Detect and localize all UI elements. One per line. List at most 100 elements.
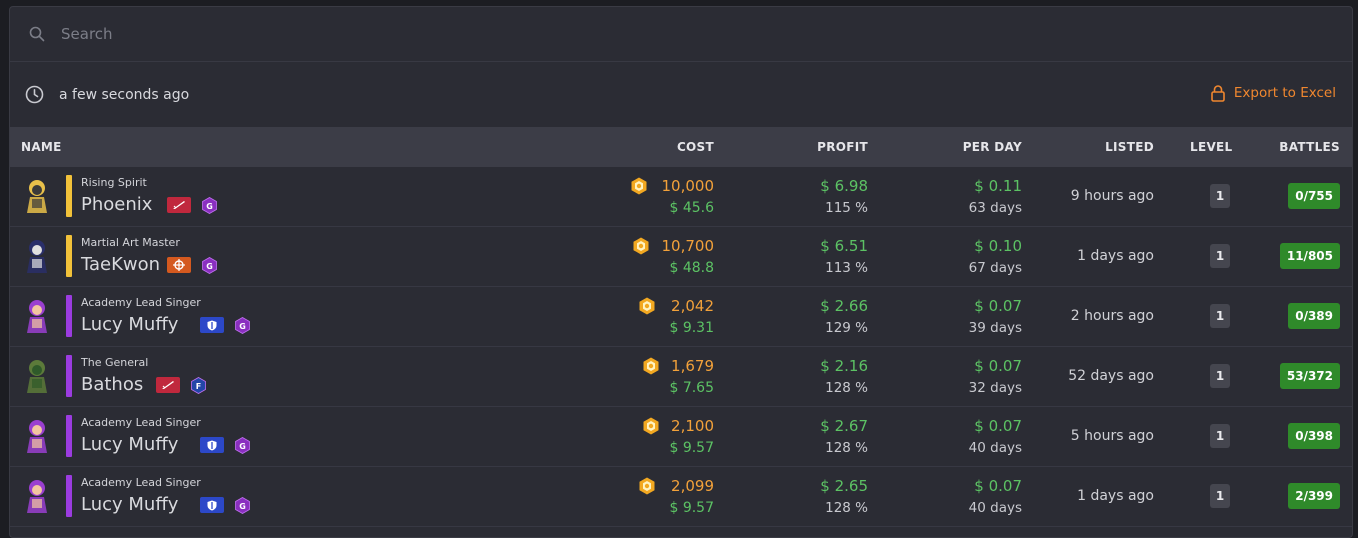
marketplace-panel: a few seconds ago Export to Excel NAME C… <box>9 6 1353 538</box>
search-input[interactable] <box>59 24 663 44</box>
profit-value: $ 2.65 <box>820 477 868 495</box>
tier-letter: G <box>207 202 214 211</box>
profit-value: $ 6.51 <box>820 237 868 255</box>
export-label: Export to Excel <box>1233 85 1336 101</box>
level-badge: 1 <box>1210 424 1230 448</box>
profit-percent: 129 % <box>825 320 868 336</box>
profit-value: $ 6.98 <box>820 177 868 195</box>
per-day-days: 67 days <box>968 260 1022 276</box>
clock-icon <box>25 85 44 104</box>
rarity-bar <box>66 175 72 217</box>
profit-percent: 113 % <box>825 260 868 276</box>
character-avatar <box>20 357 54 395</box>
level-badge: 1 <box>1210 484 1230 508</box>
per-day-value: $ 0.11 <box>974 177 1022 195</box>
cost-value: 10,000 <box>661 177 715 195</box>
character-name[interactable]: TaeKwon <box>81 254 161 275</box>
per-day-value: $ 0.10 <box>974 237 1022 255</box>
listed-time: 9 hours ago <box>1070 188 1154 204</box>
per-day-days: 63 days <box>968 200 1022 216</box>
attack-class-icon <box>167 197 192 213</box>
table-row[interactable]: Academy Lead Singer Lucy Muffy G 2,042 $… <box>10 287 1352 347</box>
listed-time: 2 hours ago <box>1070 308 1154 324</box>
level-badge: 1 <box>1210 304 1230 328</box>
cost-usd: $ 9.57 <box>669 500 714 516</box>
profit-value: $ 2.16 <box>820 357 868 375</box>
character-name[interactable]: Lucy Muffy <box>81 494 179 515</box>
tier-letter: G <box>239 442 246 451</box>
per-day-days: 40 days <box>968 500 1022 516</box>
last-updated-text: a few seconds ago <box>59 86 190 103</box>
tier-badge-icon: G <box>234 497 251 514</box>
target-class-icon <box>167 257 192 273</box>
per-day-days: 39 days <box>968 320 1022 336</box>
cost-value: 2,042 <box>671 297 714 315</box>
status-bar: a few seconds ago Export to Excel <box>10 62 1352 127</box>
listed-time: 52 days ago <box>1068 368 1154 384</box>
table-row[interactable]: Martial Art Master TaeKwon G 10,700 $ 48… <box>10 227 1352 287</box>
rarity-bar <box>66 295 72 337</box>
column-header-per-day[interactable]: PER DAY <box>962 140 1022 154</box>
column-header-battles[interactable]: BATTLES <box>1279 140 1340 154</box>
cost-value: 10,700 <box>661 237 715 255</box>
profit-percent: 128 % <box>825 500 868 516</box>
character-avatar <box>20 237 54 275</box>
tier-letter: G <box>239 322 246 331</box>
table-row[interactable]: The General Bathos F 1,679 $ 7.65 $ 2.16… <box>10 347 1352 407</box>
cost-usd: $ 45.6 <box>669 200 714 216</box>
character-name[interactable]: Phoenix <box>81 194 153 215</box>
battles-badge: 0/398 <box>1288 423 1340 449</box>
character-title: Academy Lead Singer <box>81 296 201 309</box>
profit-percent: 128 % <box>825 440 868 456</box>
tier-letter: G <box>239 502 246 511</box>
character-title: Academy Lead Singer <box>81 416 201 429</box>
profit-percent: 128 % <box>825 380 868 396</box>
character-name[interactable]: Lucy Muffy <box>81 314 179 335</box>
column-header-profit[interactable]: PROFIT <box>817 140 868 154</box>
level-badge: 1 <box>1210 184 1230 208</box>
table-row[interactable]: Academy Lead Singer Lucy Muffy G 2,100 $… <box>10 407 1352 467</box>
tier-badge-icon: G <box>201 257 218 274</box>
table-row[interactable]: Academy Lead Singer Lucy Muffy G 2,099 $… <box>10 467 1352 527</box>
table-row[interactable]: Rising Spirit Phoenix G 10,000 $ 45.6 $ … <box>10 167 1352 227</box>
column-header-level[interactable]: LEVEL <box>1190 140 1233 154</box>
battles-badge: 11/805 <box>1279 243 1340 269</box>
per-day-value: $ 0.07 <box>974 417 1022 435</box>
character-name[interactable]: Bathos <box>81 374 144 395</box>
character-title: Martial Art Master <box>81 236 180 249</box>
profit-percent: 115 % <box>825 200 868 216</box>
column-header-name[interactable]: NAME <box>21 140 62 154</box>
battles-badge: 0/755 <box>1288 183 1340 209</box>
cost-value: 1,679 <box>671 357 714 375</box>
shield-class-icon <box>200 497 224 513</box>
cost-usd: $ 7.65 <box>669 380 714 396</box>
per-day-value: $ 0.07 <box>974 477 1022 495</box>
character-title: Rising Spirit <box>81 176 147 189</box>
level-badge: 1 <box>1210 364 1230 388</box>
table-body: Rising Spirit Phoenix G 10,000 $ 45.6 $ … <box>10 167 1352 527</box>
rarity-bar <box>66 415 72 457</box>
listed-time: 1 days ago <box>1077 248 1154 264</box>
column-header-cost[interactable]: COST <box>676 140 714 154</box>
level-badge: 1 <box>1210 244 1230 268</box>
rarity-bar <box>66 355 72 397</box>
coin-icon <box>632 237 650 255</box>
battles-badge: 0/389 <box>1288 303 1340 329</box>
character-avatar <box>20 477 54 515</box>
tier-badge-icon: G <box>201 197 218 214</box>
rarity-bar <box>66 235 72 277</box>
character-name[interactable]: Lucy Muffy <box>81 434 179 455</box>
profit-value: $ 2.67 <box>820 417 868 435</box>
export-to-excel-button[interactable]: Export to Excel <box>1210 84 1336 102</box>
cost-value: 2,100 <box>671 417 714 435</box>
coin-icon <box>638 297 656 315</box>
cost-usd: $ 9.57 <box>669 440 714 456</box>
character-avatar <box>20 177 54 215</box>
battles-badge: 53/372 <box>1279 363 1340 389</box>
coin-icon <box>638 477 656 495</box>
per-day-days: 32 days <box>968 380 1022 396</box>
column-header-listed[interactable]: LISTED <box>1105 140 1154 154</box>
rarity-bar <box>66 475 72 517</box>
search-bar <box>10 7 1352 62</box>
coin-icon <box>630 177 648 195</box>
